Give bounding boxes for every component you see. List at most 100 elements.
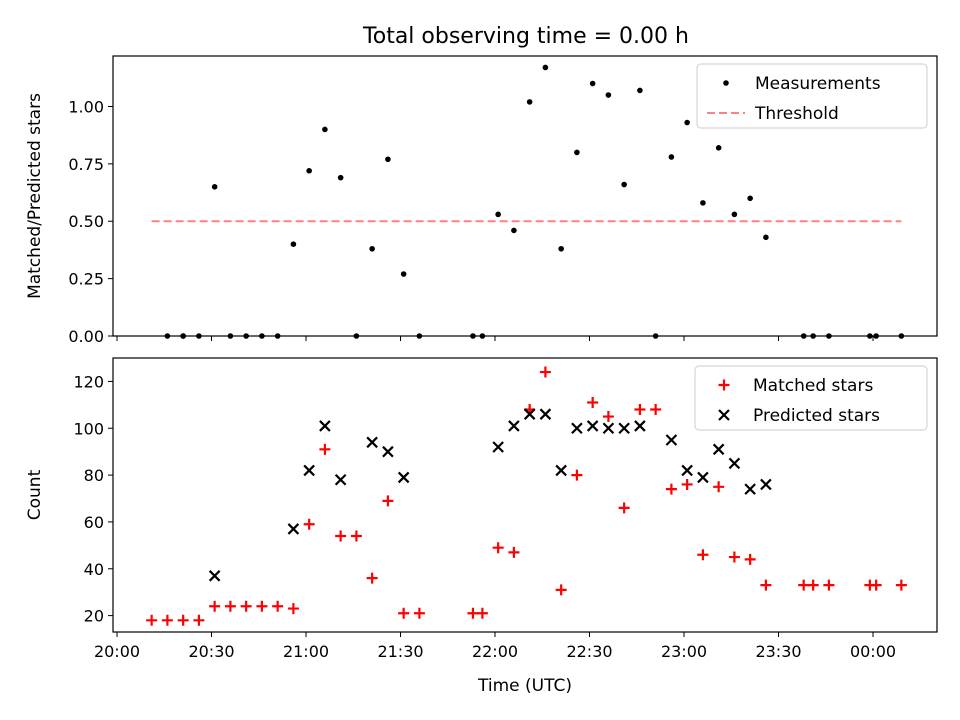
predicted-star-point [760, 478, 772, 491]
measurement-point [574, 149, 580, 156]
measurement-point [810, 333, 816, 339]
measurement-point [589, 80, 596, 87]
measurement-point [826, 333, 832, 339]
matched-star-point [618, 502, 630, 514]
measurement-point [164, 333, 171, 339]
matched-star-point [287, 603, 299, 615]
predicted-star-point [539, 408, 552, 420]
legend-label: Measurements [755, 74, 881, 94]
matched-star-point [728, 551, 740, 563]
matched-star-point [665, 483, 677, 495]
legend-box [696, 63, 928, 129]
measurement-point [747, 195, 753, 202]
measurement-point [180, 333, 186, 339]
matched-star-point [681, 478, 693, 490]
matched-star-point [382, 495, 394, 507]
predicted-star-point [366, 436, 378, 449]
measurement-point [479, 333, 486, 339]
y-tick-label: 40 [84, 560, 104, 579]
x-axis-label: Time (UTC) [477, 676, 572, 696]
measurement-point [196, 333, 202, 339]
measurement-point [873, 333, 879, 339]
measurement-point [652, 333, 659, 339]
measurement-point [259, 333, 265, 339]
measurement-point [495, 211, 501, 218]
measurement-point [898, 333, 905, 339]
matched-star-point [697, 549, 709, 561]
matched-star-point [256, 600, 268, 612]
x-tick-label: 21:00 [283, 642, 329, 661]
legend-label: Threshold [754, 104, 839, 124]
predicted-star-point [382, 445, 394, 458]
measurement-point [668, 154, 675, 160]
matched-star-point [798, 579, 810, 591]
measurement-point [416, 333, 423, 339]
measurement-point [800, 333, 807, 339]
measurement-point [353, 333, 360, 339]
matched-star-point [467, 607, 479, 619]
predicted-star-point [744, 483, 756, 495]
predicted-star-point [712, 443, 725, 456]
predicted-star-point [571, 422, 583, 435]
matched-star-point [895, 579, 907, 591]
legend-predicted-swatch [718, 409, 730, 421]
legend-box [694, 365, 928, 431]
y-tick-label: 120 [73, 372, 104, 391]
matched-star-point [713, 481, 725, 493]
measurement-point [526, 99, 533, 105]
matched-star-point [476, 607, 488, 619]
matched-star-point [492, 542, 504, 554]
matched-star-point [224, 600, 236, 612]
matched-star-point [272, 600, 284, 612]
matched-star-point [807, 579, 819, 591]
measurement-point [400, 271, 407, 277]
measurement-point [337, 174, 344, 181]
measurement-point [605, 92, 612, 98]
legend-matched-swatch [718, 379, 730, 391]
measurement-point [731, 211, 738, 218]
y-axis-label: Matched/Predicted stars [25, 93, 45, 299]
x-tick-label: 00:00 [850, 642, 896, 661]
matched-star-point [823, 579, 835, 591]
legend-label: Matched stars [753, 376, 873, 396]
predicted-star-point [586, 420, 599, 432]
measurement-point [763, 234, 769, 241]
matched-star-point [350, 530, 362, 542]
x-tick-label: 23:30 [755, 642, 801, 661]
measurement-point [243, 333, 249, 339]
measurement-point [511, 227, 517, 234]
predicted-star-point [208, 570, 221, 582]
measurement-point [369, 245, 375, 252]
measurement-point [542, 64, 549, 71]
measurement-point [684, 119, 690, 126]
measurement-point [558, 245, 564, 252]
matched-star-point [319, 443, 331, 455]
matched-star-point [508, 546, 520, 558]
y-tick-label: 20 [84, 607, 104, 626]
y-tick-label: 80 [84, 466, 104, 485]
predicted-star-point [618, 422, 630, 435]
y-axis-label: Count [25, 469, 45, 520]
predicted-star-point [728, 457, 741, 470]
x-tick-label: 22:30 [566, 642, 612, 661]
measurement-point [470, 333, 476, 339]
measurement-point [715, 145, 722, 151]
predicted-star-point [397, 471, 410, 484]
plot-frame [112, 55, 938, 337]
measurement-point [274, 333, 281, 339]
measurement-point [637, 87, 643, 94]
matched-star-point [760, 579, 772, 591]
matched-star-point [193, 614, 205, 626]
predicted-star-point [319, 420, 331, 432]
predicted-star-point [665, 434, 678, 446]
y-tick-label: 0.25 [68, 270, 104, 289]
x-tick-label: 22:00 [472, 642, 518, 661]
matched-star-point [650, 404, 662, 416]
matched-star-point [555, 584, 567, 596]
measurement-point [385, 156, 391, 163]
predicted-star-point [334, 474, 347, 486]
measurement-point [290, 241, 297, 247]
predicted-star-point [287, 523, 300, 535]
predicted-star-point [634, 420, 646, 432]
